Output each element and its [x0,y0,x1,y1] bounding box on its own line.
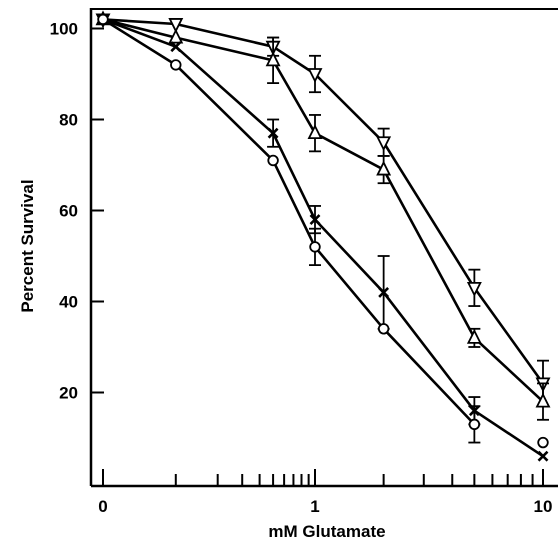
series-2-line [102,18,544,458]
y-axis-title: Percent Survival [18,179,37,312]
series-0-point-3 [307,68,323,84]
series-layer [95,10,551,462]
series-2-point-2 [267,127,279,139]
series-3-point-0 [97,13,109,26]
series-1-point-5 [466,328,482,344]
series-1-point-6 [535,392,551,408]
x-tick-group: 0 1 10 [98,469,552,516]
y-tick-label-4: 100 [50,20,78,39]
y-tick-group: 20 40 60 80 100 [50,20,104,403]
plot-frame [89,8,558,488]
x-tick-label-1: 1 [310,497,319,516]
series-0-point-5 [466,281,482,297]
series-1-point-2 [265,51,281,67]
series-3-point-2 [267,154,279,167]
series-3-point-3 [309,241,321,253]
series-1-line [102,18,544,403]
series-3-line [102,18,476,426]
series-1-point-1 [168,28,184,44]
y-tick-label-2: 60 [59,202,78,221]
series-0-point-4 [376,136,392,152]
series-2-point-1 [170,41,182,53]
series-2-point-6 [537,450,549,462]
series-1-point-3 [307,124,323,140]
x-tick-label-0: 0 [98,497,107,516]
series-1-triangle-up [95,10,551,421]
series-2-point-3 [309,214,321,226]
y-tick-label-1: 40 [59,293,78,312]
series-3-point-6 [537,436,549,449]
series-3-circle [97,13,549,449]
series-3-point-5 [468,418,481,431]
series-3-point-4 [377,323,390,335]
y-tick-label-0: 20 [59,384,78,403]
series-0-point-1 [168,18,184,33]
series-0-triangle-down [95,13,551,408]
x-axis-title: mM Glutamate [268,522,385,541]
series-2-point-4 [378,286,390,298]
x-tick-label-2: 10 [534,497,553,516]
series-1-point-4 [376,160,392,176]
y-tick-label-3: 80 [59,111,78,130]
series-3-point-1 [170,59,182,71]
